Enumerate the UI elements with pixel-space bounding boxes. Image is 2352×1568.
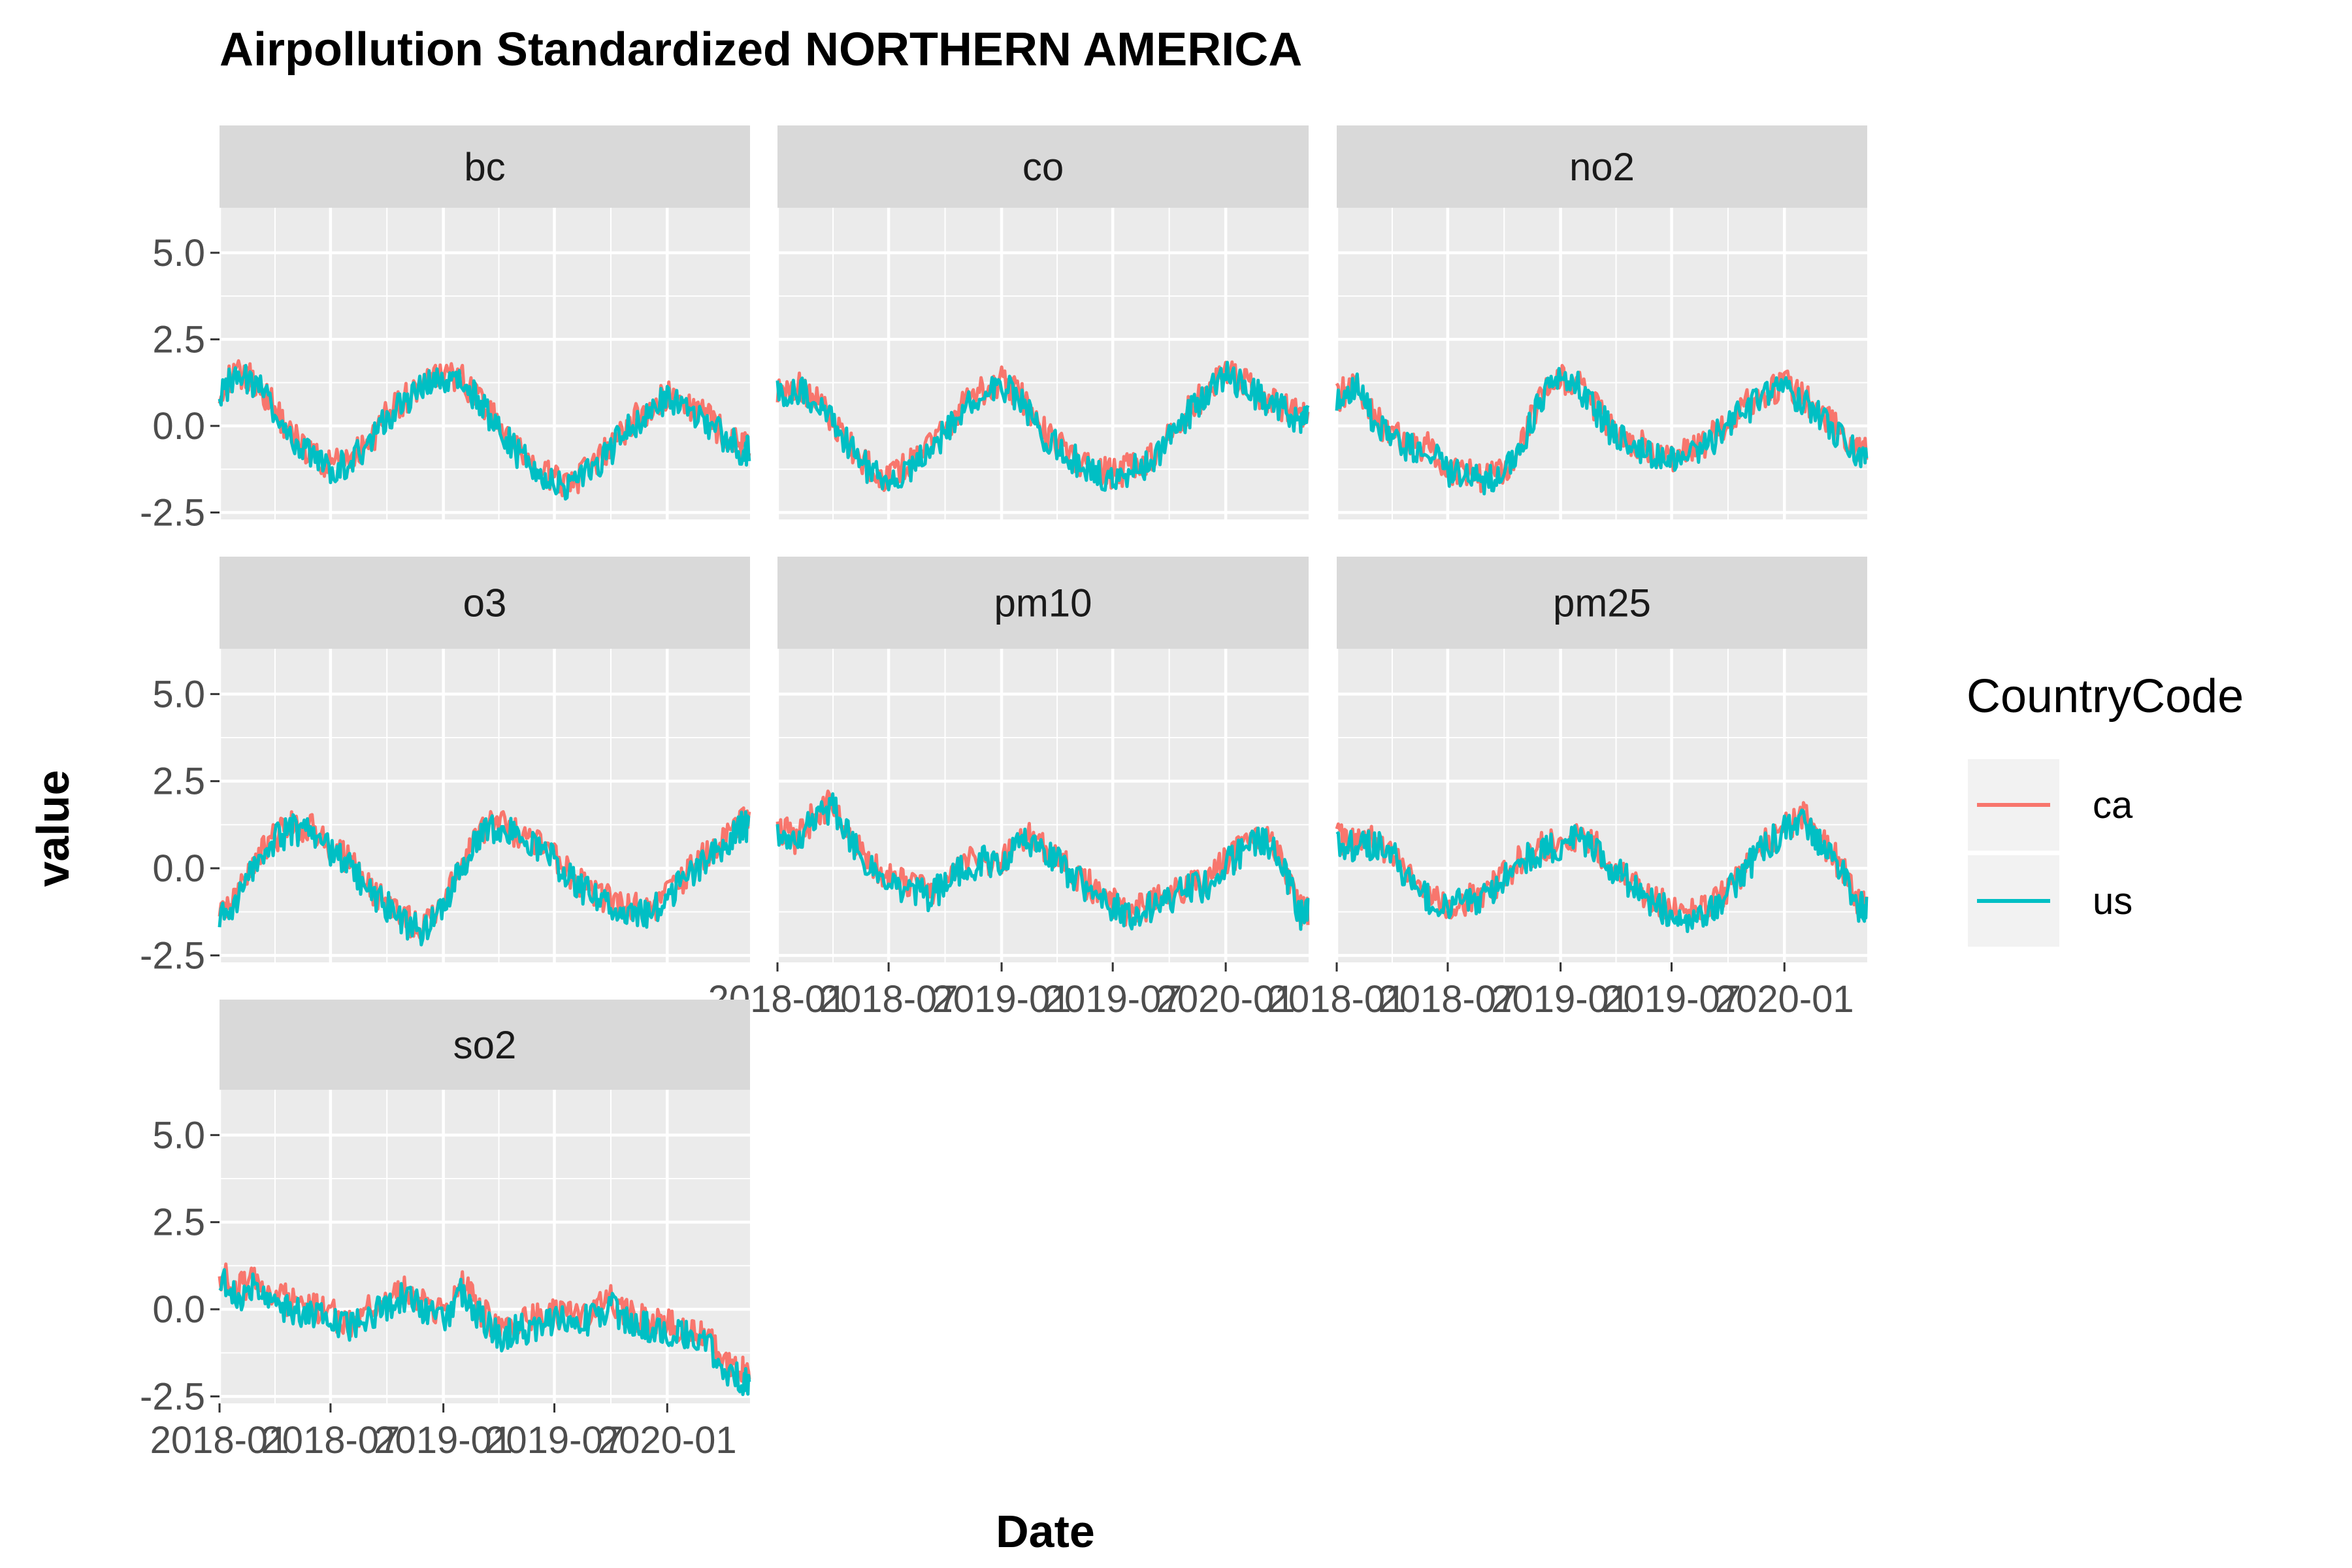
x-tick-label: 2019-01	[1491, 978, 1630, 1021]
series-line-us	[218, 1268, 751, 1396]
facet-panel-o3: o3 5.0 2.5 0.0 -2.5	[140, 557, 751, 977]
x-tick-label: 2018-01	[150, 1419, 289, 1462]
facet-strip	[1337, 125, 1867, 208]
x-tick-label: 2019-01	[932, 978, 1071, 1021]
y-axis-title: value	[27, 770, 78, 887]
panel-background	[1337, 208, 1867, 519]
panel-background	[220, 649, 750, 962]
y-tick-label: 5.0	[152, 673, 205, 715]
y-tick-label: 0.0	[152, 847, 205, 890]
y-tick-label: 0.0	[152, 405, 205, 448]
facet-label: pm10	[994, 581, 1092, 625]
series-line-us	[218, 364, 751, 501]
panel-background	[1337, 649, 1867, 962]
chart-title: Airpollution Standardized NORTHERN AMERI…	[220, 24, 1302, 76]
x-axis-title: Date	[996, 1506, 1095, 1557]
legend-label: us	[2093, 880, 2132, 923]
facet-label: no2	[1569, 145, 1635, 189]
facet-strip	[220, 557, 750, 649]
panel-background	[220, 208, 750, 519]
facet-panel-co: co	[776, 125, 1310, 519]
y-tick-label: -2.5	[140, 491, 205, 534]
series-line-us	[776, 361, 1310, 492]
series-line-us	[776, 792, 1310, 931]
y-tick-label: 2.5	[152, 1201, 205, 1244]
facet-strip	[220, 125, 750, 208]
y-tick-label: 2.5	[152, 318, 205, 361]
y-tick-label: -2.5	[140, 934, 205, 977]
x-tick-label: 2018-07	[1378, 978, 1517, 1021]
facet-panels: bc5.02.50.0-2.5co no2o35.02.50.0-2.5pm102…	[140, 125, 1869, 1462]
y-tick-label: -2.5	[140, 1375, 205, 1418]
y-tick-label: 5.0	[152, 1114, 205, 1156]
facet-panel-so2: so2 5.0 2.5 0.0 -2.52018-012018-072019-01201…	[140, 1000, 751, 1462]
facet-label: bc	[464, 145, 505, 189]
series-line-ca	[776, 789, 1310, 927]
series-line-us	[1335, 367, 1869, 496]
x-tick-label: 2020-01	[1715, 978, 1854, 1021]
x-tick-label: 2018-07	[261, 1419, 400, 1462]
x-tick-label: 2019-07	[485, 1419, 624, 1462]
legend-item-us: us	[1968, 855, 2132, 947]
panel-background	[777, 649, 1309, 962]
series-line-us	[1335, 808, 1869, 934]
y-tick-label: 2.5	[152, 760, 205, 803]
facet-label: co	[1022, 145, 1064, 189]
facet-panel-bc: bc 5.0 2.5 0.0 -2.5	[140, 125, 751, 534]
facet-label: pm25	[1553, 581, 1651, 625]
panel-background	[220, 1090, 750, 1403]
x-tick-label: 2020-01	[598, 1419, 737, 1462]
facet-panel-no2: no2	[1335, 125, 1869, 519]
legend-title: CountryCode	[1967, 670, 2244, 723]
facet-strip	[777, 557, 1309, 649]
facet-strip	[777, 125, 1309, 208]
x-tick-label: 2018-07	[819, 978, 958, 1021]
facet-strip	[220, 1000, 750, 1090]
x-tick-label: 2019-01	[374, 1419, 513, 1462]
y-tick-label: 5.0	[152, 232, 205, 274]
x-tick-label: 2019-07	[1043, 978, 1183, 1021]
series-line-us	[218, 810, 751, 947]
facet-label: o3	[463, 581, 507, 625]
legend-label: ca	[2093, 784, 2133, 826]
x-tick-label: 2020-01	[1156, 978, 1296, 1021]
x-tick-label: 2018-01	[1267, 978, 1407, 1021]
legend-item-ca: ca	[1968, 759, 2133, 851]
facet-label: so2	[453, 1023, 517, 1067]
x-tick-label: 2019-07	[1602, 978, 1741, 1021]
facet-strip	[1337, 557, 1867, 649]
legend: CountryCode ca us	[1967, 670, 2244, 947]
series-line-ca	[218, 1262, 751, 1384]
y-tick-label: 0.0	[152, 1288, 205, 1331]
